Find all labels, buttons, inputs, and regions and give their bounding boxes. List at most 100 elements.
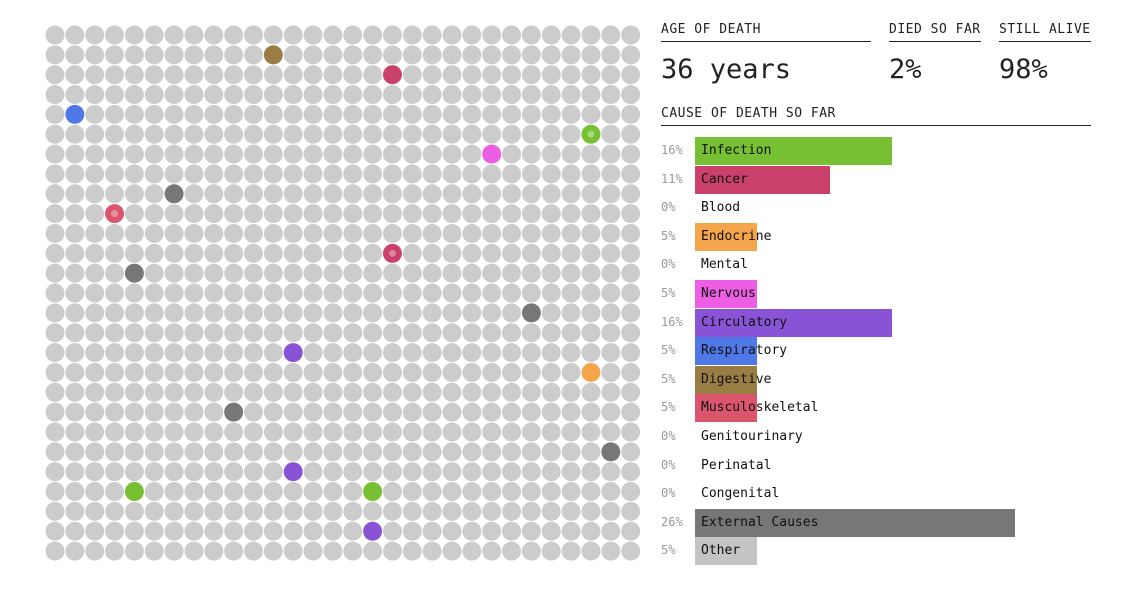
alive-dot (105, 45, 125, 65)
alive-dot (462, 323, 482, 343)
alive-dot (502, 45, 522, 65)
alive-dot (521, 263, 541, 283)
alive-dot (541, 402, 561, 422)
alive-dot (303, 462, 323, 482)
alive-dot (124, 323, 144, 343)
alive-dot (382, 25, 402, 45)
alive-dot (303, 104, 323, 124)
alive-dot (45, 462, 65, 482)
alive-dot (224, 482, 244, 502)
alive-dot (164, 25, 184, 45)
alive-dot (482, 362, 502, 382)
alive-dot (323, 65, 343, 85)
alive-dot (105, 303, 125, 323)
alive-dot (462, 124, 482, 144)
alive-dot (105, 243, 125, 263)
alive-dot (343, 501, 363, 521)
death-dot-external-causes (164, 184, 184, 204)
death-dot-highlight (587, 130, 595, 138)
alive-dot (382, 204, 402, 224)
alive-dot (502, 204, 522, 224)
alive-dot (502, 144, 522, 164)
alive-dot (105, 85, 125, 105)
alive-dot (521, 124, 541, 144)
alive-dot (105, 501, 125, 521)
alive-dot (224, 65, 244, 85)
alive-dot (561, 422, 581, 442)
alive-dot (184, 362, 204, 382)
alive-dot (521, 501, 541, 521)
alive-dot (323, 243, 343, 263)
alive-dot (402, 402, 422, 422)
alive-dot (303, 144, 323, 164)
alive-dot (382, 442, 402, 462)
alive-dot (363, 124, 383, 144)
death-dot-infection (363, 482, 383, 502)
cause-row-circulatory: 16% Circulatory (661, 308, 1131, 338)
alive-dot (482, 343, 502, 363)
alive-dot (283, 124, 303, 144)
alive-dot (144, 402, 164, 422)
alive-dot (323, 45, 343, 65)
alive-dot (244, 85, 263, 105)
alive-dot (184, 382, 204, 402)
alive-dot (502, 521, 522, 541)
alive-dot (244, 521, 263, 541)
alive-dot (541, 382, 561, 402)
alive-dot (363, 263, 383, 283)
alive-dot (541, 45, 561, 65)
alive-dot (422, 362, 442, 382)
alive-dot (144, 144, 164, 164)
alive-dot (462, 521, 482, 541)
alive-dot (402, 323, 422, 343)
alive-dot (363, 462, 383, 482)
alive-dot (184, 25, 204, 45)
alive-dot (204, 104, 224, 124)
alive-dot (502, 382, 522, 402)
death-dot-infection (124, 482, 144, 502)
alive-dot (244, 25, 263, 45)
alive-dot (422, 224, 442, 243)
alive-dot (363, 362, 383, 382)
alive-dot (124, 442, 144, 462)
alive-dot (124, 382, 144, 402)
alive-dot (105, 65, 125, 85)
alive-dot (621, 323, 640, 343)
alive-dot (343, 521, 363, 541)
alive-dot (601, 25, 621, 45)
alive-dot (502, 65, 522, 85)
alive-dot (402, 442, 422, 462)
alive-dot (502, 303, 522, 323)
alive-dot (144, 243, 164, 263)
alive-dot (442, 224, 462, 243)
alive-dot (521, 343, 541, 363)
alive-dot (521, 442, 541, 462)
alive-dot (224, 45, 244, 65)
alive-dot (442, 85, 462, 105)
alive-dot (482, 85, 502, 105)
alive-dot (382, 164, 402, 184)
alive-dot (65, 442, 85, 462)
alive-dot (184, 85, 204, 105)
alive-dot (263, 104, 283, 124)
alive-dot (462, 422, 482, 442)
alive-dot (422, 243, 442, 263)
cause-label: Infection (701, 143, 772, 158)
alive-dot (263, 382, 283, 402)
alive-dot (124, 303, 144, 323)
alive-dot (204, 263, 224, 283)
alive-dot (581, 25, 601, 45)
alive-dot (581, 283, 601, 303)
alive-dot (621, 104, 640, 124)
alive-dot (244, 362, 263, 382)
alive-dot (502, 442, 522, 462)
alive-dot (224, 124, 244, 144)
alive-dot (601, 224, 621, 243)
alive-dot (164, 104, 184, 124)
alive-dot (343, 184, 363, 204)
alive-dot (303, 164, 323, 184)
alive-dot (521, 45, 541, 65)
alive-dot (343, 45, 363, 65)
alive-dot (244, 343, 263, 363)
alive-dot (164, 224, 184, 243)
